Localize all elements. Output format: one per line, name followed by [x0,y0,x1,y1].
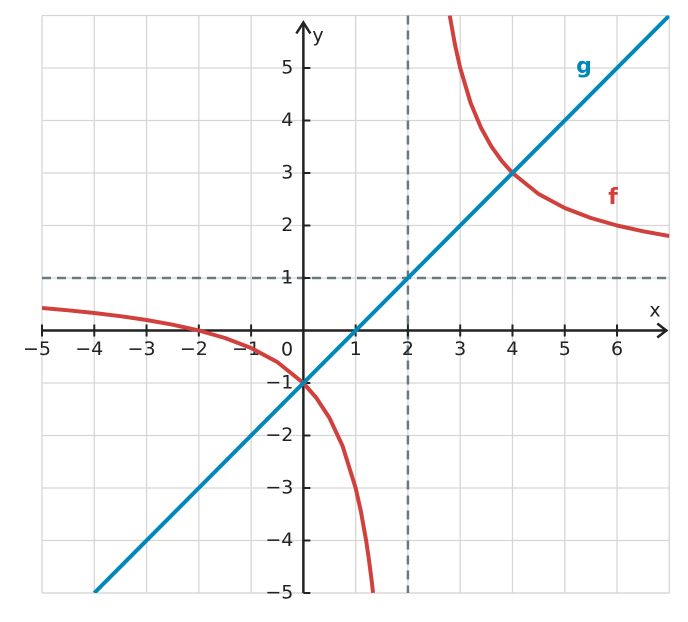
y-tick-label: 1 [281,267,293,289]
function-curve [92,15,670,593]
series-label: g [576,54,592,79]
x-tick-label: 1 [350,338,362,360]
origin-label: 0 [281,339,293,361]
x-tick-label: −3 [128,338,156,360]
x-tick-label: 6 [611,338,623,360]
x-axis-arrow [656,322,669,339]
y-tick-label: −4 [265,529,293,551]
y-tick-label: 3 [281,162,293,184]
y-axis-label: y [312,25,323,47]
y-axis-arrow [295,20,312,35]
y-tick-label: 2 [281,214,293,236]
x-tick-label: 4 [506,338,518,360]
y-tick-label: −5 [265,582,293,604]
series-label: f [608,185,618,210]
x-tick-label: 5 [559,338,571,360]
y-tick-label: 5 [281,57,293,79]
x-tick-label: 3 [454,338,466,360]
x-tick-label: −2 [180,338,208,360]
x-tick-label: −4 [75,338,103,360]
y-tick-label: −3 [265,477,293,499]
x-axis-label: x [649,300,660,322]
function-curve [42,15,670,593]
y-tick-label: −2 [265,424,293,446]
x-tick-label: 2 [402,338,414,360]
y-tick-label: 4 [281,109,293,131]
x-tick-label: −5 [23,338,51,360]
y-tick-label: −1 [265,372,293,394]
